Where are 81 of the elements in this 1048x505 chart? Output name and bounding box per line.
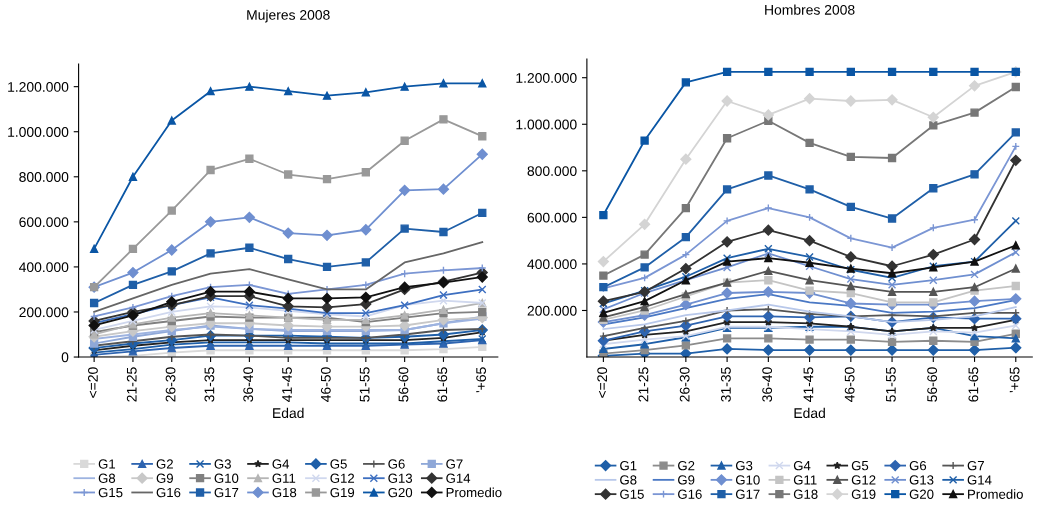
y-tick-label: 800.000 bbox=[19, 172, 69, 182]
legend-label: G10 bbox=[214, 473, 239, 483]
y-tick-label: 1.000.000 bbox=[8, 127, 69, 137]
legend-label: Promedio bbox=[446, 487, 502, 498]
legend-label: G8 bbox=[620, 475, 637, 485]
x-tick-label: 41-45 bbox=[803, 367, 814, 402]
y-tick-label: 600.000 bbox=[527, 212, 577, 223]
legend-label: G9 bbox=[678, 475, 695, 485]
legend-label: G12 bbox=[330, 473, 355, 483]
legend-label: G20 bbox=[388, 487, 413, 498]
y-tick-label: 800.000 bbox=[527, 166, 577, 176]
legend-label: G7 bbox=[446, 459, 463, 469]
legend-label: G1 bbox=[620, 460, 637, 471]
legend-label: G11 bbox=[272, 473, 296, 483]
legend-label: G20 bbox=[909, 489, 934, 499]
legend-label: G17 bbox=[735, 489, 760, 499]
legend-label: G14 bbox=[967, 475, 992, 485]
legend-label: G18 bbox=[272, 487, 297, 498]
legend-label: G18 bbox=[793, 489, 818, 499]
y-tick-label: 1.200.000 bbox=[8, 82, 69, 92]
chart-title: Hombres 2008 bbox=[765, 4, 855, 15]
legend-label: G15 bbox=[98, 487, 123, 498]
y-tick-label: 600.000 bbox=[19, 217, 69, 228]
legend-label: G4 bbox=[793, 460, 811, 471]
legend-label: G4 bbox=[272, 459, 290, 469]
x-tick-label: 36-40 bbox=[243, 367, 254, 402]
y-tick-label: 1.000.000 bbox=[516, 119, 577, 130]
y-tick-label: 0 bbox=[61, 352, 69, 363]
y-tick-label: 200.000 bbox=[19, 307, 69, 318]
x-axis-title: Edad bbox=[794, 407, 825, 419]
legend-label: G3 bbox=[214, 459, 231, 469]
legend-label: G6 bbox=[388, 459, 405, 469]
x-tick-label: 36-40 bbox=[762, 367, 773, 402]
x-tick-label: 61-65 bbox=[968, 367, 979, 402]
legend-label: G11 bbox=[793, 475, 817, 485]
legend-label: G16 bbox=[156, 487, 181, 498]
legend-label: G7 bbox=[967, 460, 984, 471]
legend-label: G17 bbox=[214, 487, 239, 498]
legend-label: G19 bbox=[330, 487, 355, 498]
legend-label: G10 bbox=[735, 475, 760, 485]
legend-label: G12 bbox=[851, 475, 876, 485]
x-tick-label: 51-55 bbox=[359, 367, 370, 402]
x-tick-label: 26-30 bbox=[679, 367, 690, 402]
legend-label: G2 bbox=[678, 460, 695, 471]
x-axis-title: Edad bbox=[273, 407, 304, 419]
legend-label: G5 bbox=[330, 459, 347, 469]
x-tick-label: <=20 bbox=[597, 367, 608, 398]
x-tick-label: 46-50 bbox=[844, 367, 855, 402]
legend-label: G2 bbox=[156, 459, 173, 469]
legend-label: G15 bbox=[620, 489, 644, 499]
x-tick-label: 31-35 bbox=[204, 367, 215, 402]
y-tick-label: 400.000 bbox=[19, 262, 69, 273]
legend-label: G5 bbox=[851, 460, 869, 471]
chart-title: Mujeres 2008 bbox=[247, 9, 330, 23]
legend-label: G3 bbox=[735, 460, 753, 471]
y-tick-label: 1.200.000 bbox=[516, 73, 577, 83]
x-tick-label: '+65 bbox=[1009, 367, 1020, 393]
x-tick-label: 56-60 bbox=[398, 367, 409, 402]
legend-label: G13 bbox=[909, 475, 934, 485]
y-tick-label: 200.000 bbox=[527, 305, 577, 316]
x-tick-label: 21-25 bbox=[638, 367, 649, 402]
legend-label: G16 bbox=[678, 489, 702, 499]
legend-label: G8 bbox=[98, 473, 116, 483]
legend-label: Promedio bbox=[968, 489, 1023, 499]
legend-label: G13 bbox=[388, 473, 413, 483]
x-tick-label: 61-65 bbox=[437, 367, 448, 402]
legend-label: G6 bbox=[909, 460, 927, 471]
x-tick-label: 51-55 bbox=[886, 367, 896, 402]
y-tick-label: 400.000 bbox=[527, 259, 577, 270]
x-tick-label: 26-30 bbox=[165, 367, 176, 402]
x-tick-label: 41-45 bbox=[282, 367, 292, 402]
legend-label: G9 bbox=[156, 473, 173, 483]
x-tick-label: 46-50 bbox=[320, 367, 331, 402]
legend-label: G19 bbox=[851, 489, 876, 499]
x-tick-label: 21-25 bbox=[126, 367, 137, 402]
legend-label: G1 bbox=[98, 459, 116, 469]
x-tick-label: <=20 bbox=[88, 367, 98, 398]
x-tick-label: 31-35 bbox=[720, 367, 731, 402]
x-tick-label: 56-60 bbox=[927, 367, 938, 402]
legend-label: G14 bbox=[446, 473, 471, 483]
x-tick-label: '+65 bbox=[476, 367, 486, 393]
